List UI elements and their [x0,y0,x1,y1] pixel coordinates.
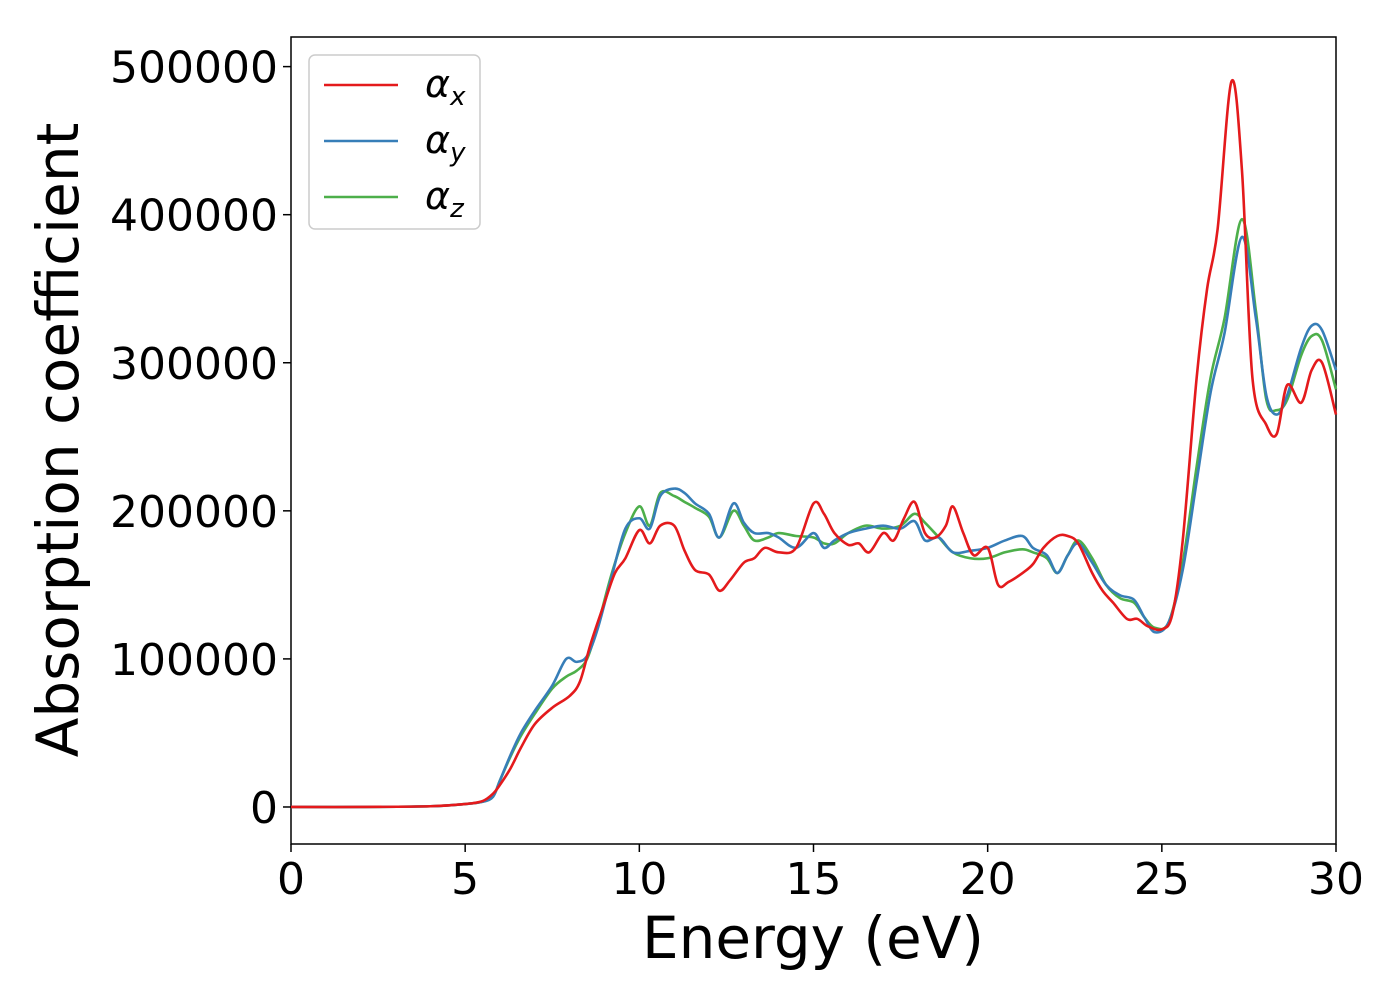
y-axis-ticks: 0 100000 200000 300000 400000 500000 [110,43,291,834]
x-axis-ticks: 0 5 10 15 20 25 30 [277,844,1364,905]
legend-label-x: αx [425,62,466,112]
y-tick-label: 500000 [110,43,278,94]
legend-label-y: αy [425,118,466,168]
x-tick-label: 25 [1134,854,1190,905]
y-tick-label: 300000 [110,339,278,390]
series-line-alpha-x [290,78,1338,809]
x-tick-label: 15 [786,854,842,905]
y-tick-label: 200000 [110,487,278,538]
y-tick-label: 400000 [110,191,278,242]
x-tick-label: 20 [960,854,1016,905]
legend: αx αy αz [308,54,481,230]
y-tick-label: 100000 [110,635,278,686]
series-layer [290,78,1338,809]
x-axis-label: Energy (eV) [642,904,984,972]
series-line-alpha-y [290,235,1338,809]
x-tick-label: 30 [1308,854,1364,905]
legend-label-z: αz [425,174,465,224]
series-line-alpha-z [290,217,1338,809]
y-tick-label: 0 [250,783,278,834]
x-tick-label: 5 [451,854,479,905]
x-tick-label: 0 [277,854,305,905]
x-tick-label: 10 [611,854,667,905]
y-axis-label: Absorption coefficient [24,123,92,758]
